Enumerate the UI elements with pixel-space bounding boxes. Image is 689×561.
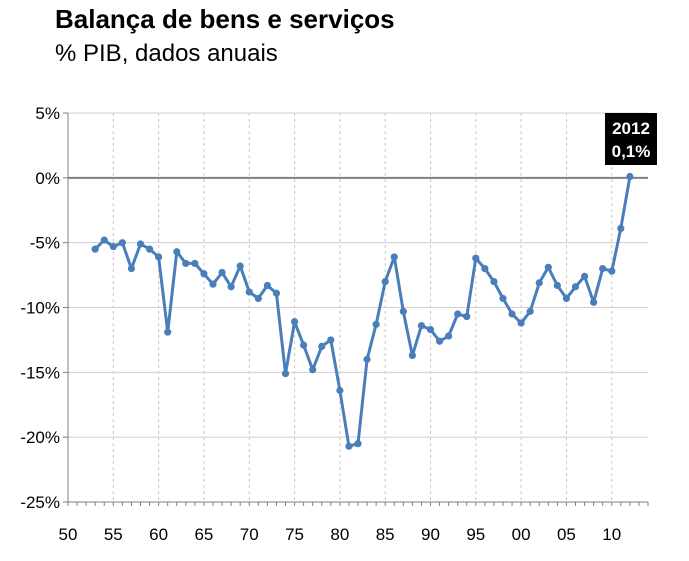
data-point <box>145 245 154 253</box>
data-point <box>508 310 516 318</box>
data-point <box>254 294 262 303</box>
series-polyline <box>94 176 632 448</box>
data-point <box>272 289 281 297</box>
data-point <box>173 248 181 256</box>
data-point <box>100 236 108 244</box>
y-tick-label: -15% <box>20 363 60 382</box>
data-point <box>608 267 616 275</box>
data-point <box>345 442 353 450</box>
chart-subtitle: % PIB, dados anuais <box>55 40 278 67</box>
data-point <box>200 270 208 278</box>
data-point <box>417 322 426 330</box>
data-point <box>481 265 489 273</box>
data-point <box>562 294 571 303</box>
data-point <box>309 366 317 374</box>
x-tick-label: 75 <box>285 525 304 544</box>
annotation-background <box>605 113 657 165</box>
x-tick-label: 65 <box>194 525 213 544</box>
data-point <box>218 268 226 277</box>
data-point <box>227 283 235 291</box>
x-tick-label: 10 <box>602 525 621 544</box>
data-point <box>164 328 172 336</box>
x-tick-label: 05 <box>557 525 576 544</box>
data-point <box>109 242 117 251</box>
y-tick-label: -5% <box>30 234 60 253</box>
data-point <box>191 259 199 268</box>
x-tick-label: 85 <box>376 525 395 544</box>
data-point <box>535 279 543 287</box>
data-point <box>118 239 126 247</box>
data-point <box>617 224 625 233</box>
series-points <box>91 172 634 450</box>
data-point <box>245 288 253 296</box>
series-line <box>94 176 632 448</box>
data-point <box>526 307 534 315</box>
data-point <box>372 320 380 328</box>
data-point <box>426 325 435 334</box>
data-point <box>318 342 326 350</box>
data-point <box>544 263 552 271</box>
y-tick-label: -10% <box>20 299 60 318</box>
x-tick-labels: 50 55 60 65 70 75 80 85 90 95 00 05 10 <box>59 525 622 544</box>
data-point <box>499 294 507 303</box>
data-point <box>435 337 444 345</box>
data-point <box>127 265 136 273</box>
annotation-value: 0,1% <box>612 142 651 161</box>
horizontal-gridlines <box>68 112 648 438</box>
y-tick-label: 5% <box>35 104 60 123</box>
annotation-box: 2012 0,1% <box>605 113 657 165</box>
data-point <box>590 298 598 306</box>
data-point <box>381 277 389 286</box>
data-point <box>454 310 462 318</box>
data-point <box>408 351 416 360</box>
data-point <box>553 281 561 290</box>
data-point <box>517 319 525 327</box>
x-tick-label: 90 <box>421 525 440 544</box>
data-point <box>263 281 271 290</box>
data-point <box>209 280 217 288</box>
y-tick-label: -25% <box>20 493 60 512</box>
annotation-year: 2012 <box>612 119 650 138</box>
data-point <box>472 254 480 262</box>
data-point <box>155 253 163 261</box>
y-tick-label: 0% <box>35 169 60 188</box>
data-point <box>399 307 407 315</box>
x-tick-label: 55 <box>104 525 123 544</box>
axes <box>63 112 649 506</box>
x-tick-label: 70 <box>240 525 259 544</box>
data-point <box>571 283 580 291</box>
x-tick-label: 50 <box>59 525 78 544</box>
data-point <box>182 259 190 268</box>
chart-title: Balança de bens e serviços <box>55 4 395 34</box>
data-point <box>91 245 99 253</box>
data-point <box>626 172 634 181</box>
data-point <box>354 440 362 448</box>
data-point <box>136 240 145 248</box>
x-tick-label: 60 <box>149 525 168 544</box>
data-point <box>390 253 398 261</box>
data-point <box>363 355 371 363</box>
data-point <box>445 332 453 340</box>
data-point <box>336 386 344 395</box>
data-point <box>236 262 244 270</box>
x-tick-label: 00 <box>512 525 531 544</box>
data-point <box>599 265 607 273</box>
data-point <box>281 370 290 378</box>
data-point <box>463 312 471 321</box>
data-point <box>290 318 299 326</box>
y-tick-labels: 5% 0% -5% -10% -15% -20% -25% <box>20 104 60 512</box>
x-tick-label: 95 <box>466 525 485 544</box>
y-tick-label: -20% <box>20 428 60 447</box>
x-tick-label: 80 <box>330 525 349 544</box>
data-point <box>580 272 589 280</box>
data-point <box>327 336 335 344</box>
data-point <box>490 277 498 286</box>
data-point <box>300 341 308 349</box>
